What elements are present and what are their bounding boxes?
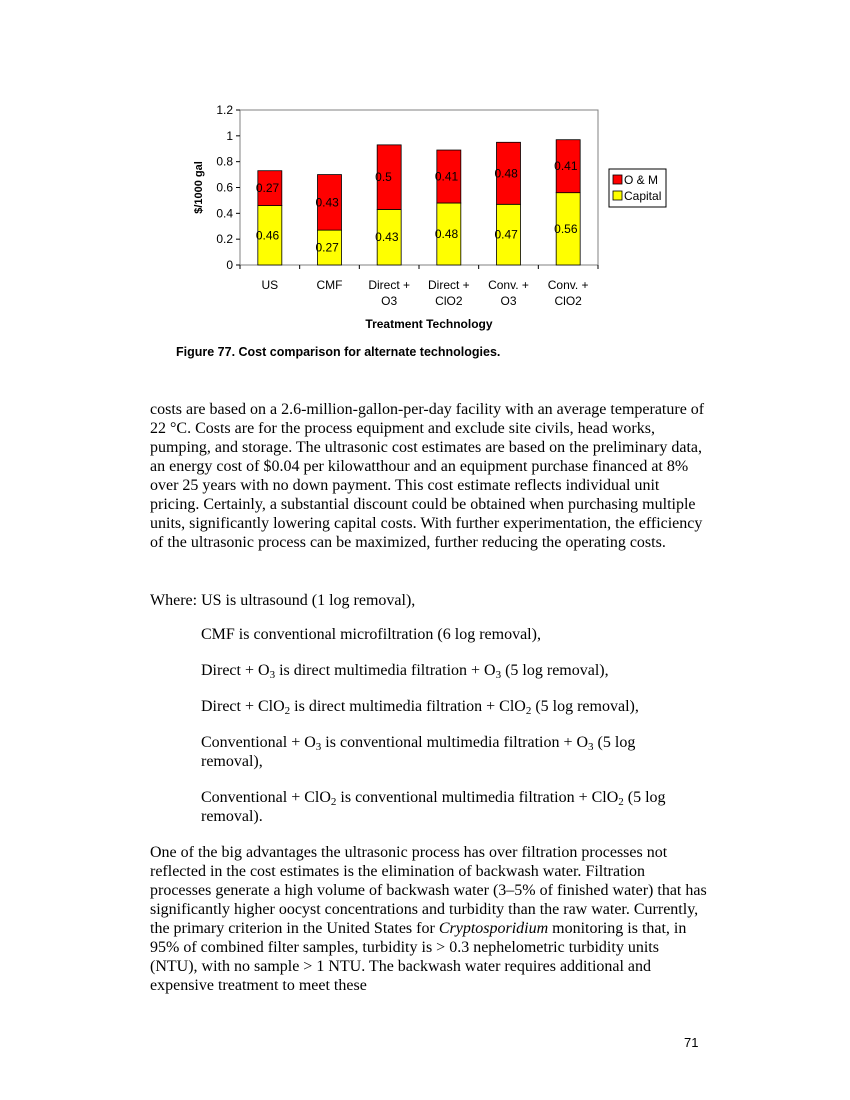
x-tick-label: ClO2 bbox=[435, 294, 463, 308]
x-tick-label: Direct + bbox=[368, 278, 410, 292]
figure-caption: Figure 77. Cost comparison for alternate… bbox=[176, 345, 501, 359]
y-tick-label: 1.2 bbox=[216, 103, 233, 117]
y-tick-label: 0.8 bbox=[216, 155, 233, 169]
y-tick-label: 0.2 bbox=[216, 232, 233, 246]
x-tick-label: Conv. + bbox=[488, 278, 529, 292]
x-tick-label: O3 bbox=[500, 294, 516, 308]
legend-label: Capital bbox=[624, 189, 661, 203]
y-tick-label: 0.4 bbox=[216, 206, 233, 220]
data-label: 0.43 bbox=[316, 195, 340, 209]
bar-segment-om bbox=[436, 149, 462, 204]
def-text: (5 log removal), bbox=[501, 662, 609, 679]
bar-segment-om bbox=[555, 139, 581, 194]
def-text: (5 log removal), bbox=[201, 734, 636, 770]
x-tick-label: O3 bbox=[381, 294, 397, 308]
y-axis-label: $/1000 gal bbox=[193, 161, 205, 214]
legend-label: O & M bbox=[624, 173, 658, 187]
data-label: 0.27 bbox=[256, 181, 280, 195]
where-line: Where: US is ultrasound (1 log removal), bbox=[150, 592, 416, 609]
x-tick-label: ClO2 bbox=[554, 294, 582, 308]
data-label: 0.56 bbox=[554, 222, 578, 236]
def-text: Direct + O bbox=[201, 662, 270, 679]
data-label: 0.48 bbox=[435, 227, 459, 241]
italic-organism-name: Cryptosporidium bbox=[438, 920, 549, 937]
page-number: 71 bbox=[684, 1035, 699, 1050]
y-tick-label: 0.6 bbox=[216, 181, 233, 195]
subscript: 3 bbox=[495, 669, 502, 681]
def-text: Conventional + O bbox=[201, 734, 316, 751]
subscript: 2 bbox=[330, 796, 337, 808]
paragraph-advantages: One of the big advantages the ultrasonic… bbox=[150, 843, 710, 995]
bar-segment-om bbox=[496, 141, 521, 205]
definition-conventional-o3: Conventional + O3 is conventional multim… bbox=[201, 733, 701, 771]
paragraph-text: monitoring is that, in 95% of combined f… bbox=[150, 920, 687, 994]
legend-swatch bbox=[612, 190, 623, 201]
data-label: 0.5 bbox=[375, 170, 392, 184]
data-label: 0.27 bbox=[316, 241, 340, 255]
def-text: (5 log removal), bbox=[531, 698, 639, 715]
x-tick-label: CMF bbox=[317, 278, 343, 292]
x-tick-label: Conv. + bbox=[548, 278, 589, 292]
def-text: is direct multimedia filtration + ClO bbox=[290, 698, 526, 715]
bar-segment-capital bbox=[317, 229, 342, 266]
definition-conventional-clo2: Conventional + ClO2 is conventional mult… bbox=[201, 788, 701, 826]
y-tick-label: 0 bbox=[226, 258, 233, 272]
x-tick-label: US bbox=[261, 278, 278, 292]
bar-segment-om bbox=[317, 174, 342, 231]
data-label: 0.47 bbox=[495, 228, 519, 242]
cost-comparison-chart: 0 0.2 0.4 0.6 0.8 1 1.2 $/1000 gal 0.46 0.27 US 0.2… bbox=[193, 103, 667, 331]
paragraph-text: One of the big advantages the ultrasonic… bbox=[150, 844, 707, 937]
bar-segment-capital bbox=[257, 205, 283, 266]
def-text: is conventional multimedia filtration + … bbox=[336, 789, 619, 806]
def-text: Conventional + ClO bbox=[201, 789, 331, 806]
data-label: 0.41 bbox=[554, 159, 578, 173]
plot-area bbox=[239, 109, 599, 266]
def-text: (5 log removal). bbox=[201, 789, 666, 825]
data-label: 0.43 bbox=[375, 230, 399, 244]
legend-swatch bbox=[612, 174, 623, 185]
def-text: is direct multimedia filtration + O bbox=[275, 662, 496, 679]
def-text: is conventional multimedia filtration + … bbox=[321, 734, 589, 751]
subscript: 2 bbox=[525, 705, 532, 717]
bar-segment-om bbox=[376, 144, 402, 210]
data-label: 0.46 bbox=[256, 228, 280, 242]
subscript: 3 bbox=[269, 669, 276, 681]
subscript: 3 bbox=[315, 741, 322, 753]
data-label: 0.48 bbox=[495, 166, 519, 180]
x-tick-label: Direct + bbox=[428, 278, 470, 292]
y-tick-label: 1 bbox=[226, 129, 233, 143]
definition-direct-o3: Direct + O3 is direct multimedia filtrat… bbox=[201, 661, 701, 681]
subscript: 2 bbox=[284, 705, 291, 717]
subscript: 2 bbox=[618, 796, 624, 808]
definition-cmf: CMF is conventional microfiltration (6 l… bbox=[201, 626, 541, 643]
def-text: Direct + ClO bbox=[201, 698, 285, 715]
x-axis-label: Treatment Technology bbox=[365, 317, 492, 331]
definition-direct-clo2: Direct + ClO2 is direct multimedia filtr… bbox=[201, 697, 701, 717]
subscript: 3 bbox=[588, 741, 594, 753]
data-label: 0.41 bbox=[435, 170, 459, 184]
bar-segment-capital bbox=[436, 202, 462, 266]
paragraph-costs: costs are based on a 2.6-million-gallon-… bbox=[150, 401, 705, 551]
bar-segment-capital bbox=[555, 192, 581, 266]
bar-segment-om bbox=[257, 170, 283, 206]
